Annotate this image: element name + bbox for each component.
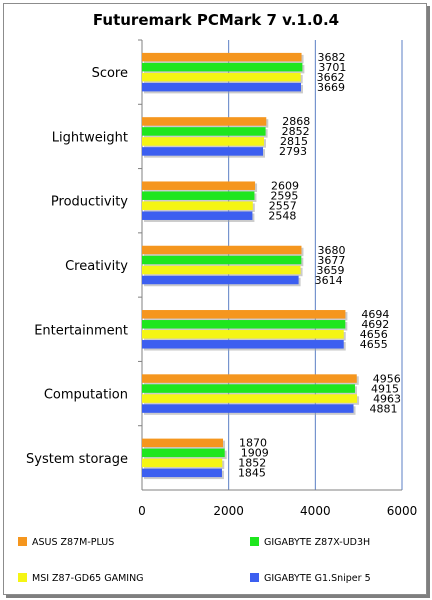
bar-value-label: 2557 (269, 199, 297, 212)
x-tick-label: 2000 (213, 504, 244, 518)
bar-value-label: 4881 (370, 402, 398, 415)
x-tick-label: 4000 (300, 504, 331, 518)
bar-value-label: 2793 (279, 145, 307, 158)
x-tick-label: 6000 (387, 504, 418, 518)
legend-swatch (18, 537, 27, 546)
bar-value-label: 3669 (317, 81, 345, 94)
legend-label: MSI Z87-GD65 GAMING (32, 573, 144, 584)
bar-value-label: 3680 (317, 244, 345, 257)
bar (142, 394, 358, 403)
bar-value-label: 1845 (238, 467, 266, 480)
bar (142, 137, 264, 146)
bar-value-label: 1870 (239, 437, 267, 450)
bar (142, 275, 299, 285)
bar (142, 255, 302, 265)
bar-value-label: 1909 (241, 447, 269, 460)
legend-swatch (18, 573, 27, 582)
bar (142, 448, 225, 458)
bar-value-label: 2815 (280, 135, 308, 148)
category-label: Score (92, 66, 128, 81)
bar-value-label: 4694 (361, 308, 389, 321)
bar (142, 201, 253, 210)
bar-value-label: 4692 (361, 318, 389, 331)
bar (142, 310, 346, 319)
bar (142, 265, 301, 275)
bar-value-label: 3659 (317, 264, 345, 277)
bar-value-label: 3677 (317, 254, 345, 267)
bar-value-label: 3682 (318, 51, 346, 64)
bar (142, 404, 354, 413)
bar-value-label: 2595 (270, 189, 298, 202)
bar-value-label: 4963 (373, 392, 401, 405)
category-label: Creativity (65, 259, 128, 274)
bar (142, 374, 357, 383)
bar (142, 245, 302, 255)
x-tick-label: 0 (138, 504, 146, 518)
bar (142, 438, 224, 448)
category-label: System storage (26, 452, 128, 467)
category-label: Computation (44, 388, 128, 403)
bar (142, 211, 253, 220)
category-label: Lightweight (52, 130, 128, 145)
legend-label: GIGABYTE Z87X-UD3H (264, 537, 370, 548)
bar-value-label: 1852 (238, 457, 266, 470)
bar-value-label: 4915 (371, 382, 399, 395)
bar-value-label: 4655 (360, 338, 388, 351)
bar-value-label: 2548 (268, 209, 296, 222)
bar-value-label: 3662 (317, 71, 345, 84)
bar (142, 127, 266, 136)
bar (142, 52, 302, 62)
category-label: Entertainment (34, 323, 128, 338)
bar (142, 72, 301, 82)
bar-value-label: 2868 (282, 115, 310, 128)
bar (142, 147, 264, 156)
bar-value-label: 4956 (373, 372, 401, 385)
bar-value-label: 2609 (271, 179, 299, 192)
bar (142, 468, 222, 478)
bar-value-label: 4656 (360, 328, 388, 341)
bar-value-label: 3701 (318, 61, 346, 74)
bar (142, 181, 256, 190)
chart-title: Futuremark PCMark 7 v.1.0.4 (93, 11, 339, 29)
bar (142, 117, 267, 126)
bar (142, 340, 344, 349)
legend-swatch (250, 537, 259, 546)
legend-swatch (250, 573, 259, 582)
bar-value-label: 3614 (315, 274, 343, 287)
bar (142, 320, 346, 329)
bar (142, 330, 344, 339)
bar-value-label: 2852 (282, 125, 310, 138)
bar (142, 82, 301, 92)
legend-label: ASUS Z87M-PLUS (32, 537, 114, 548)
bar (142, 458, 223, 468)
bar (142, 384, 355, 393)
legend-label: GIGABYTE G1.Sniper 5 (264, 573, 371, 584)
bar (142, 191, 255, 200)
bar (142, 62, 303, 72)
legend: ASUS Z87M-PLUS GIGABYTE Z87X-UD3H MSI Z87-… (18, 537, 371, 584)
category-label: Productivity (51, 195, 128, 210)
